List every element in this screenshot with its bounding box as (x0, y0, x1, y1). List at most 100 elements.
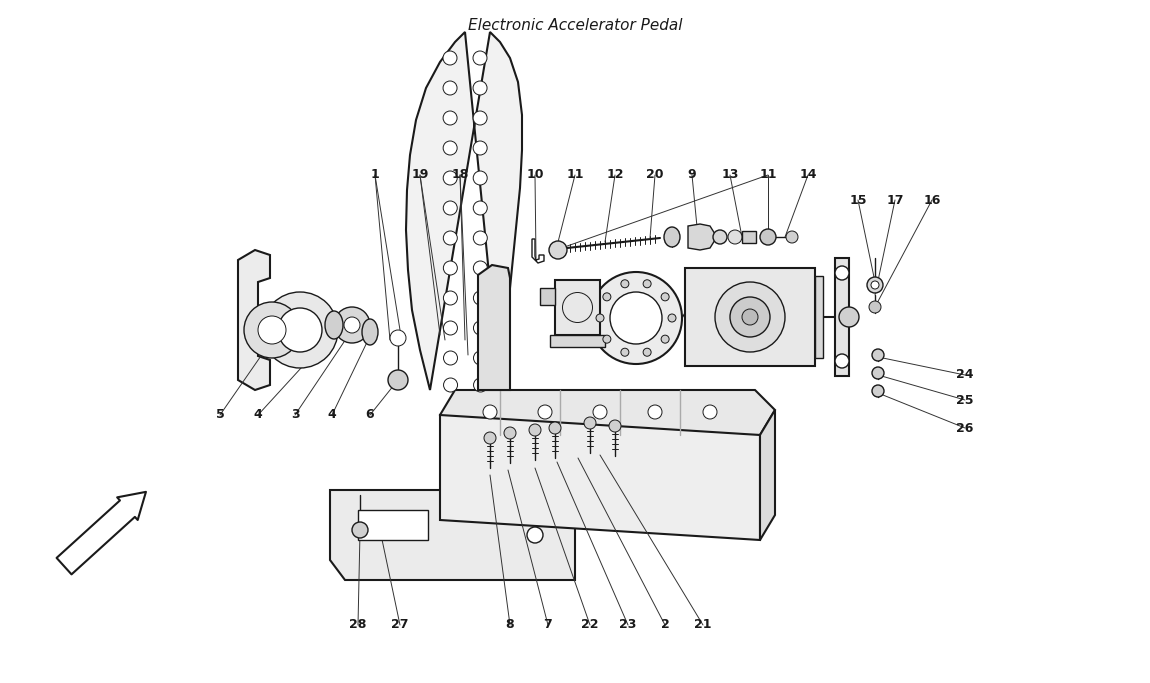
Circle shape (278, 308, 322, 352)
Circle shape (474, 321, 488, 335)
Circle shape (483, 405, 497, 419)
Circle shape (785, 231, 798, 243)
Text: 17: 17 (887, 193, 904, 206)
Circle shape (869, 301, 881, 313)
Bar (555, 280, 600, 335)
Text: 6: 6 (366, 408, 374, 421)
Polygon shape (760, 410, 775, 540)
Circle shape (474, 261, 488, 275)
Text: 10: 10 (527, 169, 544, 182)
Circle shape (593, 405, 607, 419)
Polygon shape (540, 288, 555, 305)
Circle shape (610, 420, 621, 432)
Circle shape (668, 314, 676, 322)
Circle shape (504, 427, 516, 439)
Ellipse shape (664, 227, 680, 247)
Circle shape (840, 307, 859, 327)
Circle shape (444, 351, 458, 365)
Polygon shape (688, 224, 715, 250)
Circle shape (444, 291, 458, 305)
Circle shape (760, 229, 776, 245)
Circle shape (390, 330, 406, 346)
Bar (358, 510, 428, 540)
Text: 15: 15 (849, 193, 867, 206)
Polygon shape (440, 415, 760, 540)
Circle shape (742, 309, 758, 325)
Text: 23: 23 (620, 619, 637, 632)
Bar (835, 258, 849, 376)
Circle shape (443, 111, 457, 125)
Circle shape (730, 297, 770, 337)
Text: 9: 9 (688, 169, 696, 182)
Text: 4: 4 (328, 408, 337, 421)
Circle shape (603, 293, 611, 301)
Circle shape (590, 272, 682, 364)
Text: Electronic Accelerator Pedal: Electronic Accelerator Pedal (468, 18, 682, 33)
Bar (550, 335, 605, 347)
Text: 22: 22 (581, 619, 599, 632)
Circle shape (473, 51, 486, 65)
Circle shape (244, 302, 300, 358)
Polygon shape (330, 490, 575, 580)
Text: 25: 25 (957, 393, 974, 406)
Circle shape (529, 424, 540, 436)
Circle shape (444, 261, 458, 275)
Polygon shape (406, 32, 522, 390)
Circle shape (484, 432, 496, 444)
Circle shape (603, 335, 611, 343)
Circle shape (474, 291, 488, 305)
Circle shape (872, 349, 884, 361)
Circle shape (474, 231, 488, 245)
Circle shape (647, 405, 662, 419)
Circle shape (262, 292, 338, 368)
Circle shape (388, 370, 408, 390)
Text: 21: 21 (695, 619, 712, 632)
Bar (742, 231, 756, 243)
Circle shape (538, 405, 552, 419)
Ellipse shape (362, 319, 378, 345)
Circle shape (444, 321, 458, 335)
Text: 7: 7 (544, 619, 552, 632)
Text: 28: 28 (350, 619, 367, 632)
Circle shape (549, 241, 567, 259)
Circle shape (835, 266, 849, 280)
Circle shape (352, 522, 368, 538)
Circle shape (661, 293, 669, 301)
Text: 13: 13 (721, 169, 738, 182)
FancyArrowPatch shape (56, 492, 146, 574)
Text: 18: 18 (451, 169, 469, 182)
Polygon shape (238, 250, 270, 390)
Text: 16: 16 (923, 193, 941, 206)
Circle shape (258, 316, 286, 344)
Text: 26: 26 (957, 421, 974, 434)
Circle shape (443, 141, 458, 155)
Circle shape (584, 417, 596, 429)
Bar (815, 276, 823, 358)
Circle shape (443, 231, 458, 245)
Circle shape (334, 307, 370, 343)
Text: 19: 19 (412, 169, 429, 182)
Circle shape (474, 351, 488, 365)
Text: 12: 12 (606, 169, 623, 182)
Circle shape (610, 292, 662, 344)
Circle shape (871, 281, 879, 289)
Bar (685, 268, 815, 366)
Circle shape (872, 385, 884, 397)
Text: 20: 20 (646, 169, 664, 182)
Circle shape (473, 171, 488, 185)
Circle shape (474, 201, 488, 215)
Circle shape (444, 378, 458, 392)
Circle shape (474, 378, 488, 392)
Text: 11: 11 (759, 169, 776, 182)
Circle shape (872, 367, 884, 379)
Circle shape (443, 201, 458, 215)
Text: 4: 4 (254, 408, 262, 421)
Circle shape (713, 230, 727, 244)
Polygon shape (478, 265, 509, 390)
Text: 14: 14 (799, 169, 816, 182)
Circle shape (443, 51, 457, 65)
Circle shape (596, 314, 604, 322)
Circle shape (643, 280, 651, 288)
Circle shape (473, 111, 488, 125)
Text: 8: 8 (506, 619, 514, 632)
